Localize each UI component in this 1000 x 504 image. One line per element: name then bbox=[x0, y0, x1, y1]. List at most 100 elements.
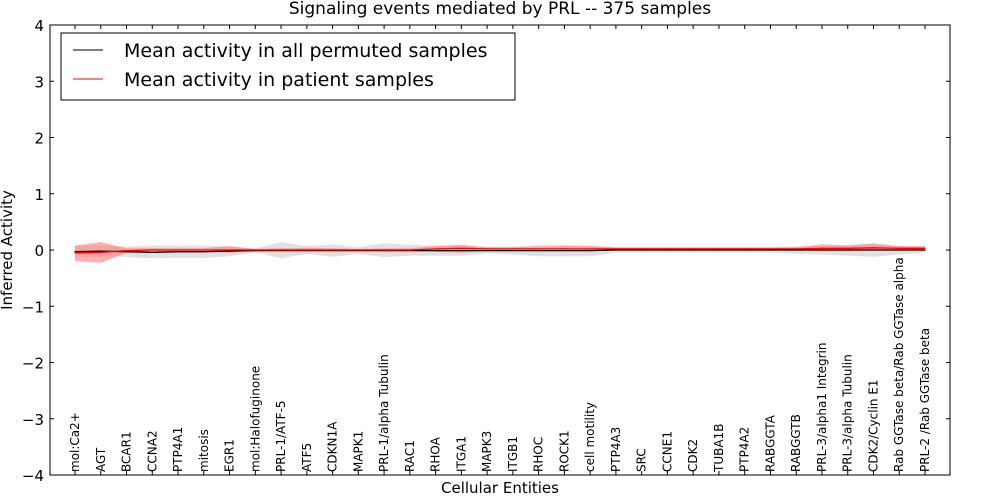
y-axis-label: Inferred Activity bbox=[0, 190, 16, 310]
point-permuted-17 bbox=[512, 250, 514, 252]
point-permuted-5 bbox=[203, 251, 205, 253]
point-patient-16 bbox=[486, 248, 488, 250]
line-patient-samples bbox=[74, 247, 925, 254]
y-tick-label: 1 bbox=[34, 186, 44, 204]
point-patient-22 bbox=[641, 248, 643, 250]
point-patient-7 bbox=[254, 249, 256, 251]
point-patient-29 bbox=[821, 247, 823, 249]
x-ticks bbox=[74, 25, 926, 475]
x-tick-label: CDK2 bbox=[686, 439, 700, 472]
point-patient-32 bbox=[898, 247, 900, 249]
point-patient-33 bbox=[924, 247, 926, 249]
x-tick-label: EGR1 bbox=[223, 439, 237, 472]
point-patient-11 bbox=[357, 249, 359, 251]
x-tick-label: MAPK1 bbox=[351, 431, 365, 472]
x-tick-label: PTP4A1 bbox=[171, 427, 185, 472]
point-permuted-23 bbox=[666, 249, 669, 251]
point-permuted-6 bbox=[228, 250, 231, 252]
x-tick-label: MAPK3 bbox=[480, 431, 494, 472]
x-tick-label: PTP4A2 bbox=[738, 427, 752, 472]
x-tick-label: ROCK1 bbox=[557, 430, 571, 472]
x-tick-label: ITGA1 bbox=[454, 436, 468, 472]
point-permuted-15 bbox=[460, 250, 462, 252]
point-patient-18 bbox=[538, 248, 540, 250]
point-patient-28 bbox=[795, 248, 797, 250]
point-patient-9 bbox=[306, 249, 308, 251]
point-patient-1 bbox=[100, 251, 102, 253]
legend: Mean activity in all permuted samples Me… bbox=[60, 32, 516, 101]
x-axis-label: Cellular Entities bbox=[441, 479, 559, 497]
x-tick-labels: mol:Ca2+ AGT BCAR1 CCNA2 PTP4A1 mitosis EGR1 mo… bbox=[68, 257, 932, 473]
point-patient-24 bbox=[692, 248, 694, 250]
point-patient-23 bbox=[666, 248, 669, 250]
x-tick-label: CCNE1 bbox=[660, 431, 674, 472]
x-tick-label: mitosis bbox=[197, 429, 211, 472]
y-tick-label: −1 bbox=[22, 298, 44, 316]
point-patient-13 bbox=[409, 249, 411, 251]
y-tick-label: 3 bbox=[34, 73, 44, 91]
legend-box bbox=[60, 32, 516, 101]
point-patient-5 bbox=[203, 249, 205, 251]
point-permuted-19 bbox=[563, 250, 566, 252]
x-tick-label: PRL-1/ATF-5 bbox=[274, 400, 288, 472]
point-patient-15 bbox=[460, 247, 462, 249]
point-permuted-16 bbox=[486, 250, 488, 252]
point-patient-12 bbox=[383, 249, 385, 251]
point-permuted-4 bbox=[177, 251, 179, 253]
x-tick-label: BCAR1 bbox=[120, 431, 134, 472]
x-tick-label: RAC1 bbox=[403, 440, 417, 472]
point-patient-26 bbox=[744, 248, 746, 250]
point-patient-2 bbox=[125, 250, 128, 252]
point-patient-25 bbox=[718, 248, 720, 250]
legend-label-permuted: Mean activity in all permuted samples bbox=[124, 40, 487, 62]
x-tick-label: RHOA bbox=[429, 436, 443, 472]
x-tick-label: PRL-3/alpha Tubulin bbox=[841, 354, 855, 472]
point-permuted-28 bbox=[795, 249, 797, 251]
point-permuted-29 bbox=[821, 249, 823, 251]
point-permuted-14 bbox=[435, 250, 437, 252]
x-tick-label: ATF5 bbox=[300, 443, 314, 472]
y-tick-label: 4 bbox=[34, 17, 44, 35]
point-patient-31 bbox=[872, 247, 875, 249]
y-tick-label: −2 bbox=[22, 355, 44, 373]
x-tick-label: CDK2/Cyclin E1 bbox=[867, 379, 881, 472]
y-tick-label: −4 bbox=[22, 467, 44, 485]
y-tick-label: 0 bbox=[34, 242, 44, 260]
x-tick-label: SRC bbox=[635, 448, 649, 472]
point-patient-10 bbox=[332, 249, 334, 251]
x-tick-label: CDKN1A bbox=[326, 421, 340, 472]
x-tick-label: CCNA2 bbox=[145, 430, 159, 472]
x-tick-label: mol:Ca2+ bbox=[68, 412, 82, 472]
point-patient-6 bbox=[228, 249, 231, 251]
x-tick-label: cell motility bbox=[583, 402, 597, 472]
x-tick-label: RABGGTB bbox=[789, 414, 803, 472]
plot-area-frame bbox=[49, 24, 951, 476]
x-tick-label: PTP4A3 bbox=[609, 427, 623, 472]
x-tick-label: Rab GGTase beta/Rab GGTase alpha bbox=[892, 257, 906, 472]
y-tick-label: 2 bbox=[34, 130, 44, 148]
y-ticks: −4 −3 −2 −1 0 1 2 3 4 bbox=[22, 17, 950, 485]
point-patient-19 bbox=[563, 248, 566, 250]
point-patient-27 bbox=[769, 248, 772, 250]
point-permuted-25 bbox=[718, 249, 720, 251]
x-tick-label: AGT bbox=[94, 447, 108, 472]
line-permuted-samples bbox=[74, 249, 925, 253]
band-patient-samples bbox=[75, 242, 925, 263]
x-tick-label: PRL-2 /Rab GGTase beta bbox=[918, 328, 932, 472]
point-permuted-0 bbox=[74, 251, 76, 253]
point-permuted-27 bbox=[769, 249, 772, 251]
x-tick-label: PRL-1/alpha Tubulin bbox=[377, 354, 391, 472]
point-patient-21 bbox=[615, 248, 617, 250]
point-permuted-18 bbox=[538, 250, 540, 252]
x-tick-label: RABGGTA bbox=[764, 414, 778, 472]
point-permuted-24 bbox=[692, 249, 694, 251]
point-patient-8 bbox=[280, 249, 282, 251]
x-tick-label: PRL-3/alpha1 Integrin bbox=[815, 343, 829, 473]
y-tick-label: −3 bbox=[22, 411, 44, 429]
point-permuted-26 bbox=[744, 249, 746, 251]
point-patient-14 bbox=[435, 248, 437, 250]
point-patient-30 bbox=[847, 247, 849, 249]
x-tick-label: RHOC bbox=[532, 437, 546, 472]
point-permuted-22 bbox=[641, 249, 643, 251]
